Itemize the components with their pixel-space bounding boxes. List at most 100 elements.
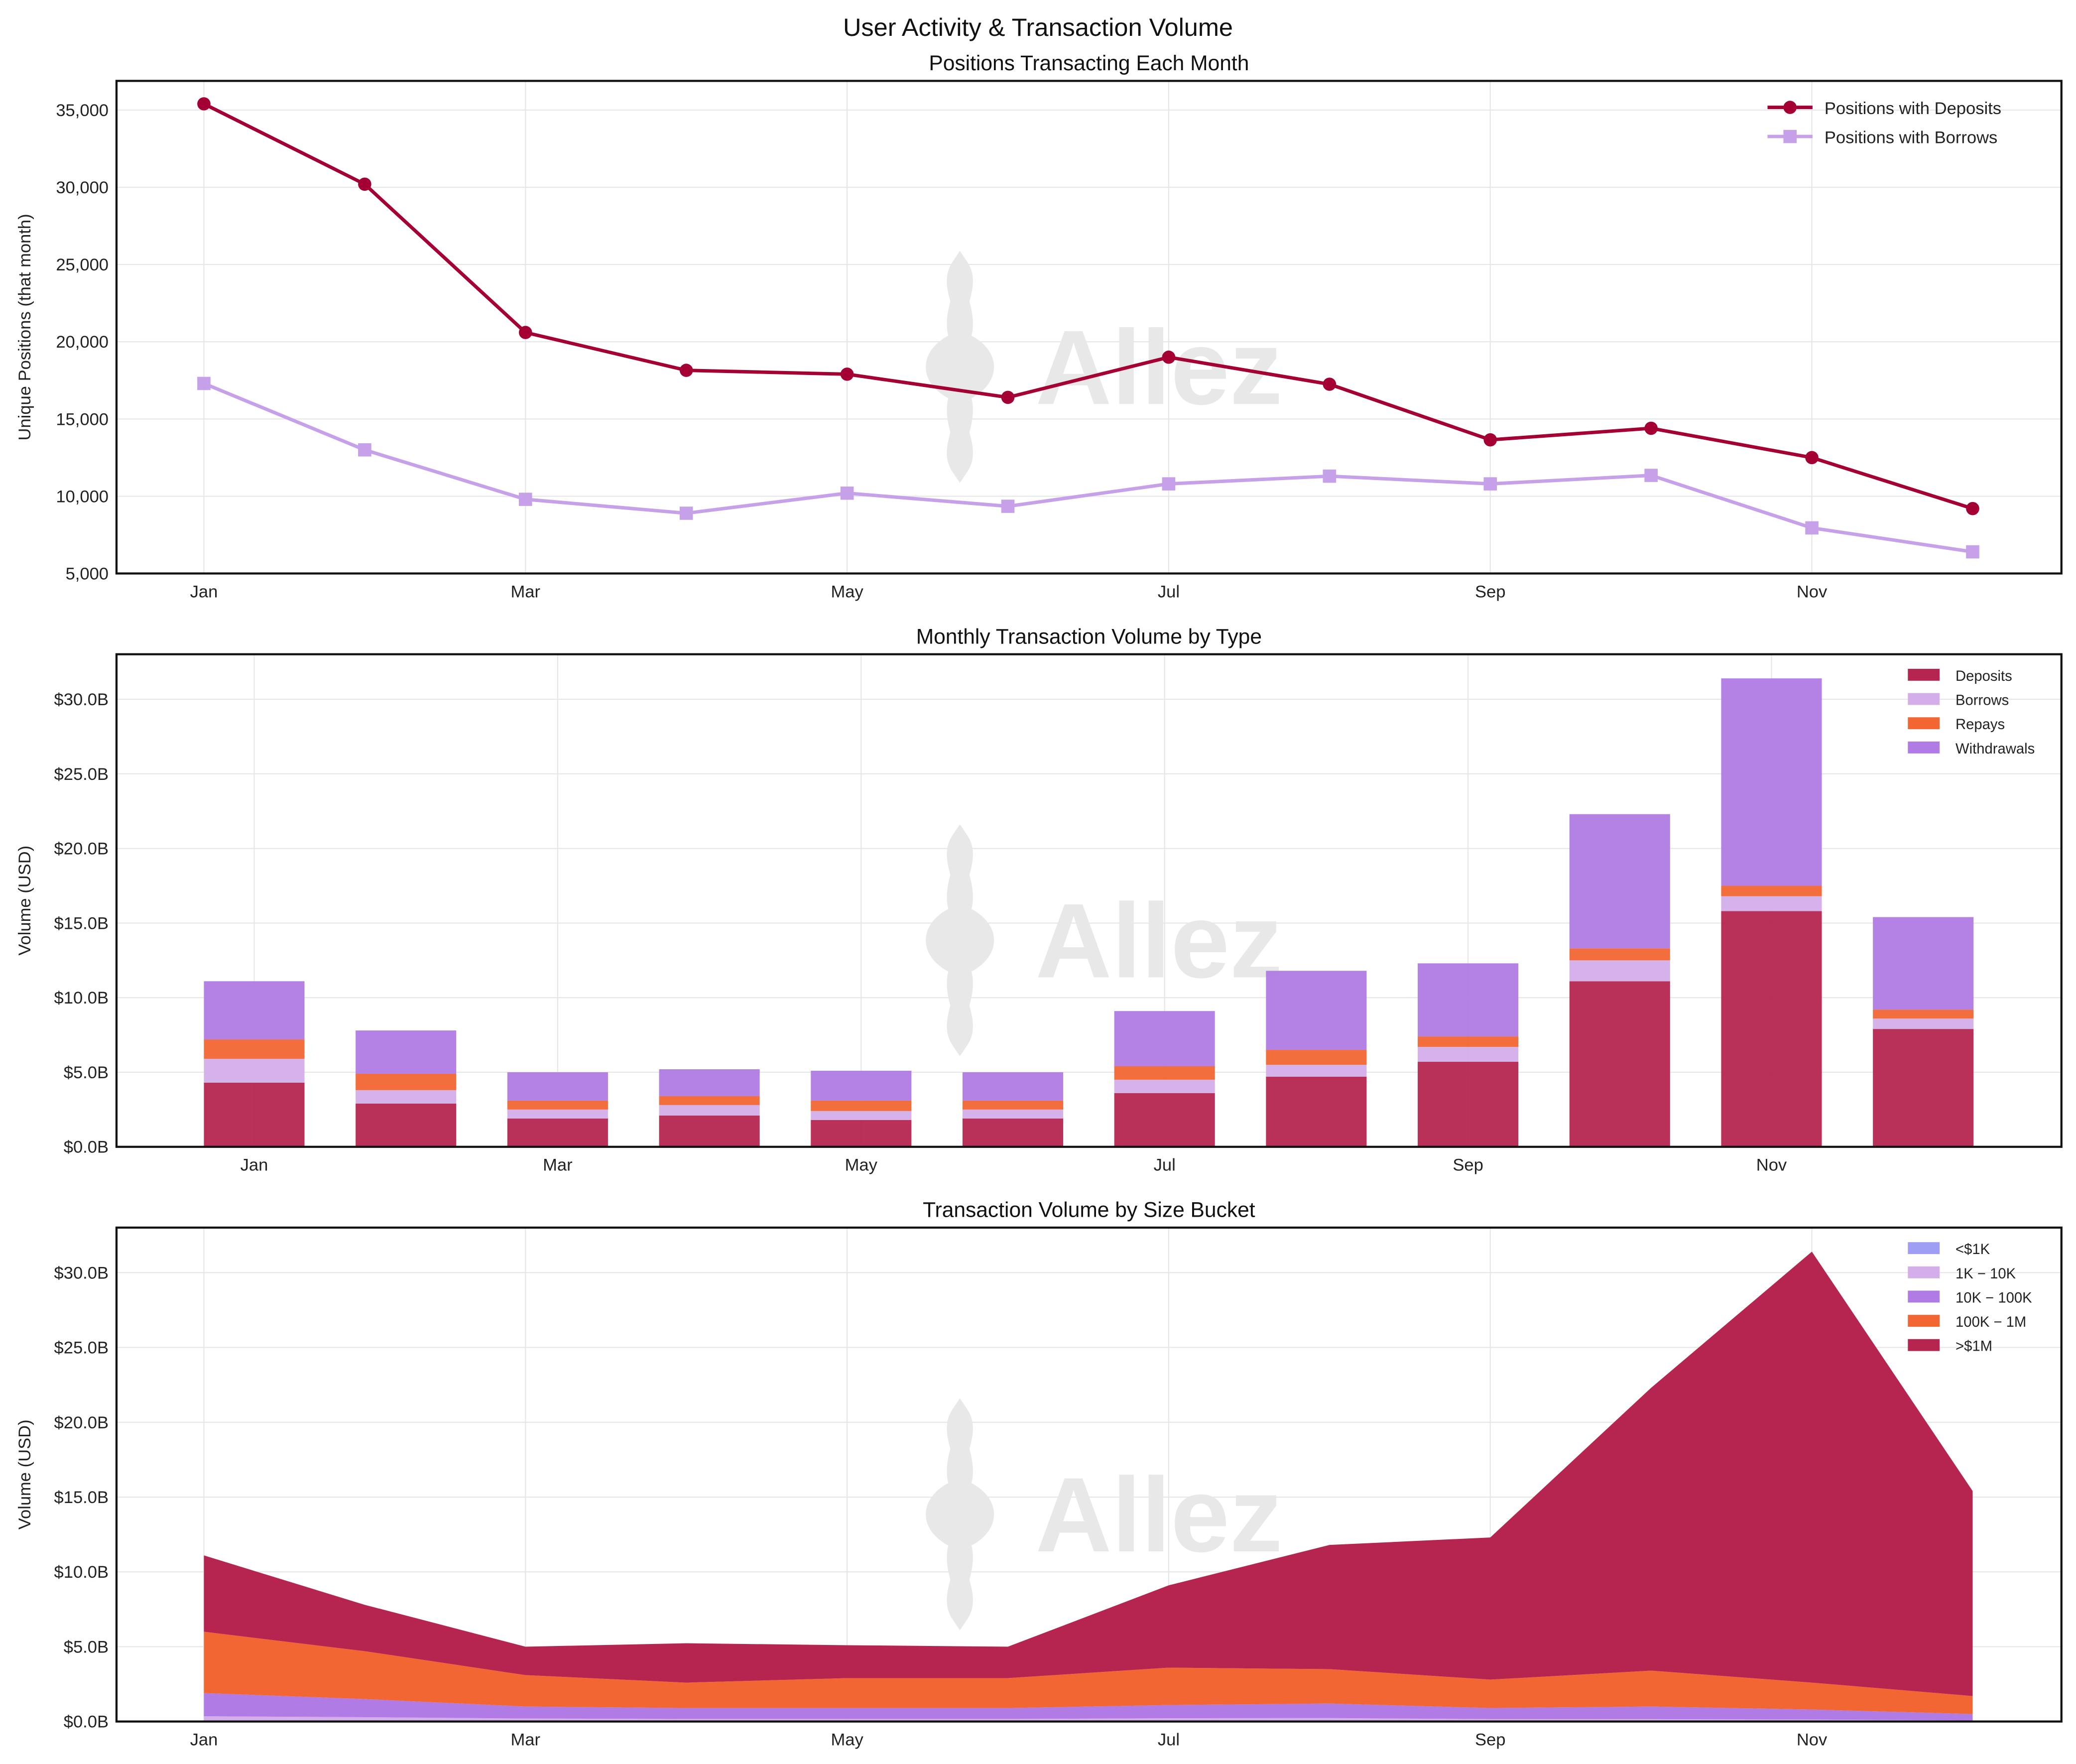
bar-deposits [204, 1082, 305, 1147]
bar-repays [507, 1100, 608, 1110]
x-tick-label: Nov [1756, 1156, 1787, 1175]
area-series-1 [204, 1716, 1973, 1722]
y-tick-label: $25.0B [54, 1339, 109, 1358]
legend-swatch [1908, 1315, 1940, 1327]
watermark-logo-icon [926, 824, 994, 1057]
area-series-4 [204, 1252, 1973, 1696]
bar-withdrawals [962, 1072, 1064, 1101]
bar-borrows [1266, 1065, 1367, 1077]
bar-borrows [1114, 1079, 1215, 1093]
bar-deposits [507, 1118, 608, 1147]
data-point [679, 506, 693, 520]
area-series-2 [204, 1693, 1973, 1721]
plot-frame [115, 80, 2063, 575]
bar-borrows [962, 1109, 1064, 1119]
data-point [1483, 433, 1497, 447]
x-tick-label: Mar [511, 1731, 541, 1750]
bar-withdrawals [1418, 963, 1519, 1037]
bar-deposits [1873, 1029, 1974, 1147]
data-point [1162, 477, 1176, 491]
data-point [1162, 350, 1176, 364]
legend-label: Withdrawals [1955, 741, 2035, 757]
data-point [1644, 421, 1658, 435]
bar-repays [1721, 885, 1822, 896]
y-tick-label: $0.0B [64, 1138, 109, 1157]
data-point [1001, 390, 1015, 404]
y-axis-label: Volume (USD) [15, 1419, 34, 1529]
x-tick-label: Mar [511, 582, 541, 601]
legend-swatch [1908, 1339, 1940, 1351]
plot-frame [115, 1226, 2063, 1723]
bar-deposits [1418, 1062, 1519, 1147]
bar-withdrawals [507, 1072, 608, 1101]
y-tick-label: 25,000 [56, 255, 109, 274]
x-tick-label: Jul [1154, 1156, 1176, 1175]
bar-deposits [1114, 1093, 1215, 1147]
bar-deposits [962, 1118, 1064, 1147]
legend-swatch [1908, 1266, 1940, 1278]
watermark-logo-icon [926, 1398, 994, 1631]
y-tick-label: 20,000 [56, 333, 109, 352]
chart-panel-2: $0.0B $5.0B $10.0B $15.0B $20.0B $25.0B $30.0B… [15, 625, 2063, 1175]
legend-label: <$1K [1955, 1242, 1990, 1258]
y-tick-label: $0.0B [64, 1713, 109, 1732]
legend-label: >$1M [1955, 1339, 1992, 1355]
chart-title: Transaction Volume by Size Bucket [923, 1198, 1255, 1222]
bar-withdrawals [1873, 917, 1974, 1010]
bar-withdrawals [659, 1069, 760, 1096]
bar-borrows [356, 1090, 457, 1104]
legend-swatch [1908, 1290, 1940, 1303]
y-axis-label: Volume (USD) [15, 846, 34, 956]
data-point [1966, 545, 1979, 559]
bar-borrows [659, 1105, 760, 1116]
data-point [840, 486, 854, 500]
y-tick-label: 30,000 [56, 178, 109, 197]
bar-deposits [659, 1115, 760, 1147]
watermark-text: Allez [1035, 1456, 1282, 1574]
bar-repays [962, 1100, 1064, 1110]
bar-withdrawals [1114, 1011, 1215, 1066]
x-tick-label: Jan [241, 1156, 268, 1175]
bar-deposits [811, 1120, 912, 1147]
bar-deposits [356, 1103, 457, 1147]
x-tick-label: Sep [1475, 582, 1505, 601]
legend-marker-icon [1783, 129, 1797, 143]
data-point [1966, 502, 1979, 515]
x-tick-label: Mar [543, 1156, 573, 1175]
y-tick-label: $30.0B [54, 690, 109, 709]
bar-borrows [1569, 960, 1670, 982]
x-tick-label: Nov [1797, 582, 1828, 601]
bar-borrows [204, 1059, 305, 1083]
bar-repays [1873, 1009, 1974, 1019]
x-tick-label: May [831, 1731, 863, 1750]
bar-withdrawals [811, 1070, 912, 1101]
bar-repays [811, 1100, 912, 1111]
legend-swatch [1908, 717, 1940, 730]
bar-borrows [811, 1111, 912, 1120]
legend-swatch [1908, 668, 1940, 681]
data-point [518, 326, 532, 339]
plot-frame [115, 653, 2063, 1148]
y-tick-label: $15.0B [54, 914, 109, 933]
y-tick-label: $10.0B [54, 989, 109, 1008]
y-tick-label: $10.0B [54, 1563, 109, 1582]
y-tick-label: $25.0B [54, 765, 109, 784]
legend-label: Positions with Borrows [1825, 128, 1998, 147]
x-tick-label: Jul [1158, 582, 1180, 601]
y-tick-label: $30.0B [54, 1263, 109, 1282]
legend-label: 100K − 1M [1955, 1314, 2026, 1330]
bar-repays [356, 1073, 457, 1090]
chart-title: Monthly Transaction Volume by Type [916, 625, 1262, 648]
bar-repays [1114, 1066, 1215, 1080]
bar-deposits [1266, 1076, 1367, 1147]
watermark-text: Allez [1035, 882, 1282, 1000]
watermark-logo-icon [926, 251, 994, 483]
bar-repays [659, 1096, 760, 1105]
y-tick-label: 5,000 [66, 564, 109, 583]
y-tick-label: $15.0B [54, 1488, 109, 1507]
bar-withdrawals [204, 981, 305, 1040]
bar-borrows [1721, 896, 1822, 911]
x-tick-label: Jan [190, 582, 218, 601]
data-point [197, 377, 211, 390]
